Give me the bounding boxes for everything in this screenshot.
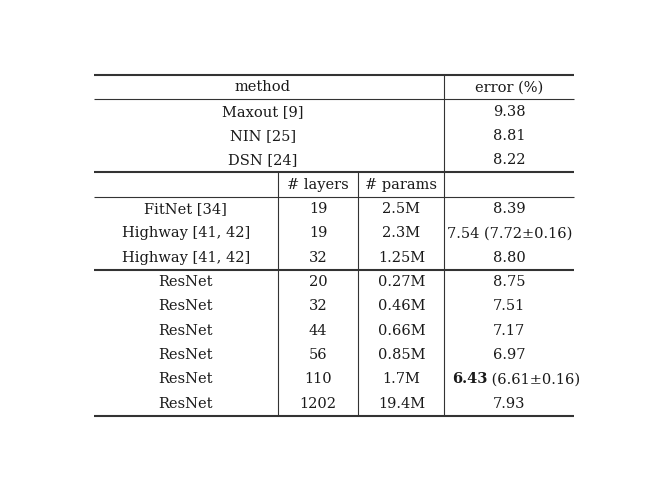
Text: ResNet: ResNet — [158, 324, 213, 338]
Text: 9.38: 9.38 — [493, 104, 526, 119]
Text: 0.66M: 0.66M — [378, 324, 425, 338]
Text: 2.3M: 2.3M — [382, 226, 421, 240]
Text: 6.97: 6.97 — [493, 348, 526, 362]
Text: 1202: 1202 — [299, 397, 336, 411]
Text: Highway [41, 42]: Highway [41, 42] — [122, 251, 250, 264]
Text: 7.93: 7.93 — [493, 397, 526, 411]
Text: 20: 20 — [308, 275, 327, 289]
Text: 7.17: 7.17 — [493, 324, 526, 338]
Text: ResNet: ResNet — [158, 275, 213, 289]
Text: 8.22: 8.22 — [493, 153, 526, 167]
Text: ResNet: ResNet — [158, 372, 213, 386]
Text: 19: 19 — [309, 226, 327, 240]
Text: # params: # params — [365, 177, 437, 191]
Text: 19.4M: 19.4M — [378, 397, 425, 411]
Text: 56: 56 — [308, 348, 327, 362]
Text: error (%): error (%) — [475, 80, 543, 94]
Text: 8.75: 8.75 — [493, 275, 526, 289]
Text: 1.25M: 1.25M — [378, 251, 425, 264]
Text: 32: 32 — [308, 251, 327, 264]
Text: 32: 32 — [308, 299, 327, 313]
Text: 1.7M: 1.7M — [383, 372, 421, 386]
Text: 6.43: 6.43 — [452, 372, 487, 386]
Text: 44: 44 — [309, 324, 327, 338]
Text: (6.61±0.16): (6.61±0.16) — [487, 372, 580, 386]
Text: ResNet: ResNet — [158, 397, 213, 411]
Text: 7.54 (7.72±0.16): 7.54 (7.72±0.16) — [447, 226, 572, 240]
Text: 8.81: 8.81 — [493, 129, 526, 143]
Text: 0.85M: 0.85M — [378, 348, 425, 362]
Text: 8.80: 8.80 — [493, 251, 526, 264]
Text: Maxout [9]: Maxout [9] — [222, 104, 304, 119]
Text: Highway [41, 42]: Highway [41, 42] — [122, 226, 250, 240]
Text: ResNet: ResNet — [158, 299, 213, 313]
Text: # layers: # layers — [287, 177, 349, 191]
Text: ResNet: ResNet — [158, 348, 213, 362]
Text: 0.27M: 0.27M — [378, 275, 425, 289]
Text: DSN [24]: DSN [24] — [228, 153, 297, 167]
Text: method: method — [235, 80, 291, 94]
Text: 110: 110 — [304, 372, 332, 386]
Text: 8.39: 8.39 — [493, 202, 526, 216]
Text: 19: 19 — [309, 202, 327, 216]
Text: FitNet [34]: FitNet [34] — [144, 202, 228, 216]
Text: NIN [25]: NIN [25] — [230, 129, 296, 143]
Text: 7.51: 7.51 — [493, 299, 526, 313]
Text: 0.46M: 0.46M — [378, 299, 425, 313]
Text: 2.5M: 2.5M — [382, 202, 421, 216]
